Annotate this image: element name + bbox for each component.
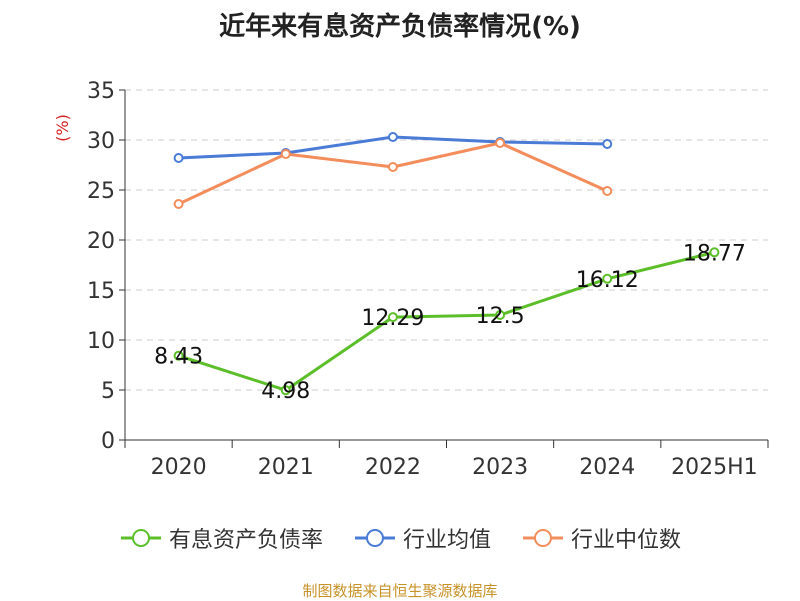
data-point bbox=[173, 350, 184, 361]
data-point bbox=[495, 138, 506, 148]
y-tick-label: 20 bbox=[87, 229, 115, 254]
source-note: 制图数据来自恒生聚源数据库 bbox=[302, 582, 498, 600]
x-tick-label: 2022 bbox=[365, 455, 421, 480]
legend-item-2[interactable]: 行业均值 bbox=[353, 522, 491, 554]
y-tick-label: 10 bbox=[87, 329, 115, 354]
data-point bbox=[709, 247, 720, 258]
x-tick-label: 2021 bbox=[258, 455, 314, 480]
data-point bbox=[602, 186, 613, 196]
x-tick-label: 2024 bbox=[579, 455, 635, 480]
legend-marker-icon bbox=[523, 529, 563, 547]
data-label: 12.29 bbox=[361, 306, 424, 331]
legend: 有息资产负债率 行业均值 行业中位数 bbox=[0, 522, 800, 554]
legend-circle bbox=[131, 529, 150, 547]
data-point bbox=[387, 132, 398, 142]
data-label: 4.98 bbox=[261, 379, 310, 404]
data-label: 16.12 bbox=[576, 268, 639, 293]
legend-label: 行业中位数 bbox=[571, 528, 682, 553]
legend-label: 有息资产负债率 bbox=[168, 528, 323, 553]
data-point bbox=[602, 273, 613, 284]
legend-marker-icon bbox=[120, 529, 161, 547]
legend-circle bbox=[365, 529, 384, 547]
data-label: 18.77 bbox=[683, 241, 746, 266]
y-tick-label: 5 bbox=[101, 379, 115, 404]
data-point bbox=[280, 149, 291, 159]
x-tick-label: 2023 bbox=[472, 455, 528, 480]
legend-circle bbox=[534, 529, 552, 547]
y-tick-label: 30 bbox=[87, 129, 115, 154]
data-point bbox=[387, 312, 398, 323]
legend-marker-icon bbox=[354, 529, 395, 547]
data-point bbox=[280, 385, 291, 396]
y-axis-label: (%) bbox=[53, 114, 72, 142]
data-label: 12.5 bbox=[476, 304, 525, 329]
data-point bbox=[495, 310, 506, 320]
y-tick-label: 15 bbox=[87, 279, 115, 304]
data-point bbox=[173, 153, 184, 163]
y-tick-label: 35 bbox=[87, 79, 115, 104]
data-point bbox=[387, 162, 398, 172]
data-label: 8.43 bbox=[154, 345, 203, 370]
x-tick-label: 2025H1 bbox=[671, 455, 758, 480]
data-point bbox=[173, 199, 184, 209]
legend-item-1[interactable]: 有息资产负债率 bbox=[119, 522, 323, 554]
chart-title: 近年来有息资产负债率情况(%) bbox=[219, 12, 581, 42]
y-tick-label: 25 bbox=[87, 179, 115, 204]
legend-label: 行业均值 bbox=[402, 528, 491, 553]
series-line-3 bbox=[177, 141, 608, 206]
y-tick-label: 0 bbox=[101, 429, 115, 454]
data-point bbox=[602, 139, 613, 149]
legend-item-3[interactable]: 行业中位数 bbox=[521, 522, 681, 554]
x-tick-label: 2020 bbox=[151, 455, 207, 480]
series-line-1 bbox=[178, 250, 715, 392]
